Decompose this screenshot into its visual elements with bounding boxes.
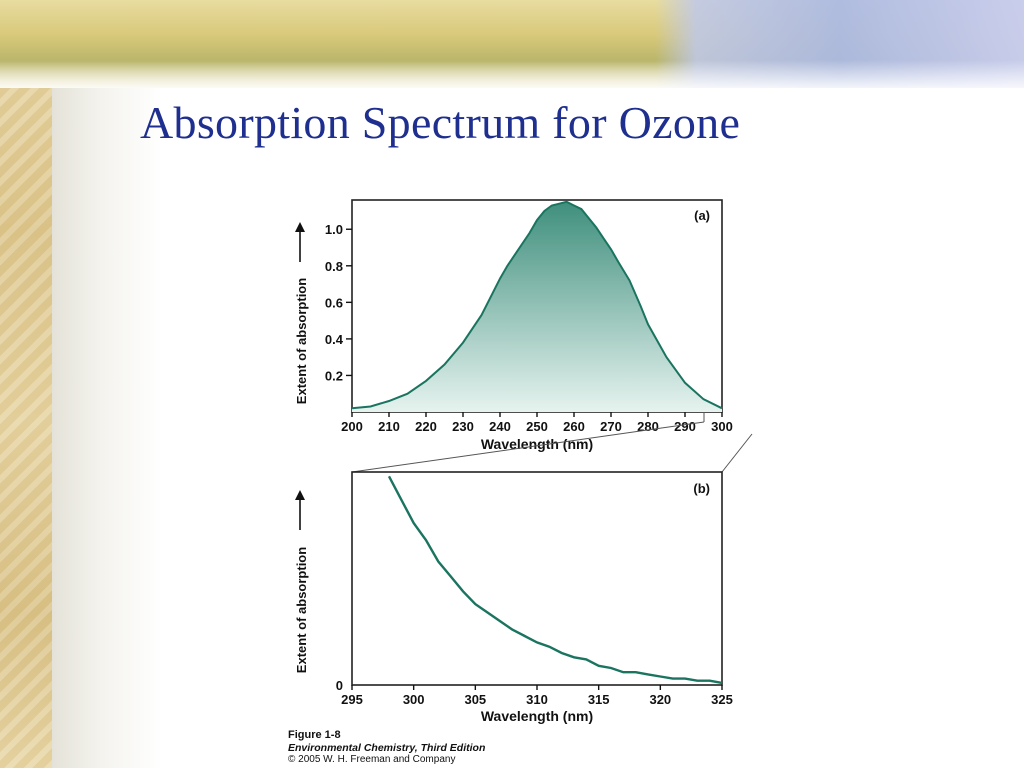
y-tick-label: 1.0 [325,222,343,237]
y-tick-label: 0.4 [325,332,344,347]
chart-b-y-ticks: 0 [336,678,343,693]
x-tick-label: 230 [452,419,474,434]
chart-a-x-ticks: 200 210 220 230 240 250 260 270 280 290 300 [341,412,733,434]
figure-source-book: Environmental Chemistry, Third Edition [288,741,486,754]
chart-a-ylabel: Extent of absorption [294,278,309,404]
x-tick-label: 240 [489,419,511,434]
chart-b-line [387,475,723,685]
background-left-texture [0,0,52,768]
y-tick-label: 0.8 [325,259,343,274]
figure-caption: Figure 1-8 Environmental Chemistry, Thir… [288,729,588,767]
chart-b-ylabel-arrow [295,490,305,530]
chart-b-ylabel: Extent of absorption [294,547,309,673]
x-tick-label: 315 [588,692,610,707]
figure-number: Figure 1-8 [288,729,341,741]
x-tick-label: 295 [341,692,363,707]
chart-b-x-ticks: 295 300 305 310 315 320 325 [341,685,733,707]
decorative-top-banner-fade [0,60,1024,88]
zoom-connector [351,412,753,473]
chart-a-ylabel-arrow [295,222,305,262]
chart-b-frame [351,471,723,686]
chart-a-xlabel: Wavelength (nm) [481,436,593,452]
chart-a: 200 210 220 230 240 250 260 270 280 290 300 0.2 0.4… [294,199,733,452]
background-left-fade [52,0,162,768]
x-tick-label: 300 [403,692,425,707]
x-tick-label: 320 [649,692,671,707]
x-tick-label: 220 [415,419,437,434]
slide-title: Absorption Spectrum for Ozone [140,97,741,148]
x-tick-label: 210 [378,419,400,434]
x-tick-label: 325 [711,692,733,707]
x-tick-label: 270 [600,419,622,434]
chart-a-line [351,200,723,410]
x-tick-label: 305 [464,692,486,707]
x-tick-label: 300 [711,419,733,434]
figure-copyright: © 2005 W. H. Freeman and Company [288,754,456,765]
chart-a-y-ticks: 0.2 0.4 0.6 0.8 1.0 [325,222,352,383]
x-tick-label: 290 [674,419,696,434]
x-tick-label: 260 [563,419,585,434]
chart-b-xlabel: Wavelength (nm) [481,708,593,724]
y-tick-label: 0.6 [325,295,343,310]
x-tick-label: 200 [341,419,363,434]
x-tick-label: 280 [637,419,659,434]
chart-a-area [352,201,722,412]
x-tick-label: 310 [526,692,548,707]
chart-b: 295 300 305 310 315 320 325 0 (b) Wavelength (… [294,471,733,724]
chart-b-panel-label: (b) [693,481,710,496]
chart-a-panel-label: (a) [694,208,710,223]
y-tick-label: 0 [336,678,343,693]
x-tick-label: 250 [526,419,548,434]
y-tick-label: 0.2 [325,368,343,383]
